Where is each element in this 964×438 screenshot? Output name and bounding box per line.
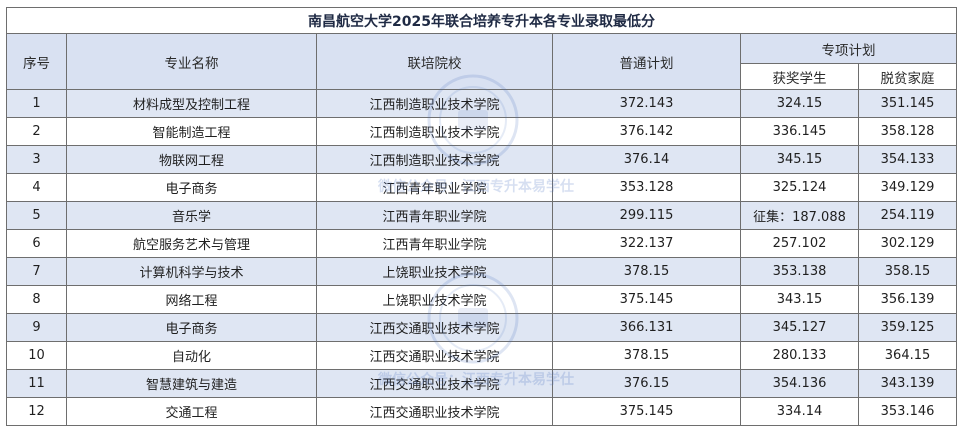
cell-poverty-score: 351.145 [857,89,958,118]
cell-regular-score: 375.145 [552,397,741,426]
cell-school: 江西交通职业技术学院 [316,397,553,426]
cell-award-score: 征集：187.088 [740,201,859,230]
cell-poverty-score: 343.139 [857,369,958,398]
cell-school: 江西制造职业技术学院 [316,145,553,174]
cell-poverty-score: 354.133 [857,145,958,174]
cell-major: 自动化 [66,341,317,370]
cell-major: 音乐学 [66,201,317,230]
cell-index: 1 [6,89,67,118]
cell-major: 智慧建筑与建造 [66,369,317,398]
cell-award-score: 354.136 [740,369,859,398]
cell-index: 3 [6,145,67,174]
cell-index: 9 [6,313,67,342]
table-row: 2 智能制造工程 江西制造职业技术学院 376.142 336.145 358.128 [6,117,958,146]
cell-regular-score: 372.143 [552,89,741,118]
cell-award-score: 343.15 [740,285,859,314]
cell-major: 航空服务艺术与管理 [66,229,317,258]
cell-regular-score: 375.145 [552,285,741,314]
header-award-students: 获奖学生 [740,63,859,90]
cell-index: 4 [6,173,67,202]
table-row: 7 计算机科学与技术 上饶职业技术学院 378.15 353.138 358.15 [6,257,958,286]
cell-school: 江西青年职业学院 [316,229,553,258]
cell-school: 江西青年职业学院 [316,173,553,202]
cell-poverty-score: 353.146 [857,397,958,426]
table-row: 9 电子商务 江西交通职业技术学院 366.131 345.127 359.125 [6,313,958,342]
header-major: 专业名称 [66,33,317,90]
admission-score-table: 南昌航空大学2025年联合培养专升本各专业录取最低分 序号 专业名称 联培院校 … [5,7,958,426]
cell-poverty-score: 364.15 [857,341,958,370]
cell-regular-score: 299.115 [552,201,741,230]
table-row: 10 自动化 江西交通职业技术学院 378.15 280.133 364.15 [6,341,958,370]
header-poverty-families: 脱贫家庭 [857,63,958,90]
table-row: 12 交通工程 江西交通职业技术学院 375.145 334.14 353.146 [6,397,958,426]
cell-major: 计算机科学与技术 [66,257,317,286]
table-row: 6 航空服务艺术与管理 江西青年职业学院 322.137 257.102 302.129 [6,229,958,258]
cell-award-score: 353.138 [740,257,859,286]
cell-regular-score: 378.15 [552,341,741,370]
cell-index: 5 [6,201,67,230]
table-row: 11 智慧建筑与建造 江西交通职业技术学院 376.15 354.136 343.139 [6,369,958,398]
header-index: 序号 [6,33,67,90]
table-row: 8 网络工程 上饶职业技术学院 375.145 343.15 356.139 [6,285,958,314]
cell-school: 江西交通职业技术学院 [316,341,553,370]
cell-poverty-score: 254.119 [857,201,958,230]
cell-school: 江西制造职业技术学院 [316,117,553,146]
cell-school: 江西交通职业技术学院 [316,313,553,342]
cell-poverty-score: 358.128 [857,117,958,146]
cell-poverty-score: 302.129 [857,229,958,258]
cell-index: 12 [6,397,67,426]
cell-major: 电子商务 [66,173,317,202]
cell-poverty-score: 359.125 [857,313,958,342]
table-row: 4 电子商务 江西青年职业学院 353.128 325.124 349.129 [6,173,958,202]
cell-award-score: 336.145 [740,117,859,146]
cell-index: 7 [6,257,67,286]
cell-index: 2 [6,117,67,146]
table-title: 南昌航空大学2025年联合培养专升本各专业录取最低分 [5,7,958,34]
cell-major: 材料成型及控制工程 [66,89,317,118]
cell-index: 10 [6,341,67,370]
cell-regular-score: 376.14 [552,145,741,174]
cell-major: 物联网工程 [66,145,317,174]
cell-school: 上饶职业技术学院 [316,285,553,314]
cell-major: 电子商务 [66,313,317,342]
cell-regular-score: 366.131 [552,313,741,342]
cell-poverty-score: 349.129 [857,173,958,202]
cell-award-score: 325.124 [740,173,859,202]
cell-poverty-score: 358.15 [857,257,958,286]
cell-award-score: 280.133 [740,341,859,370]
cell-school: 江西制造职业技术学院 [316,89,553,118]
cell-school: 江西青年职业学院 [316,201,553,230]
table-row: 1 材料成型及控制工程 江西制造职业技术学院 372.143 324.15 351.145 [6,89,958,118]
cell-award-score: 345.127 [740,313,859,342]
cell-regular-score: 378.15 [552,257,741,286]
header-row-top: 序号 专业名称 联培院校 普通计划 专项计划 [6,33,958,90]
table-row: 3 物联网工程 江西制造职业技术学院 376.14 345.15 354.133 [6,145,958,174]
cell-major: 网络工程 [66,285,317,314]
cell-award-score: 345.15 [740,145,859,174]
cell-major: 智能制造工程 [66,117,317,146]
cell-regular-score: 353.128 [552,173,741,202]
header-school: 联培院校 [316,33,553,90]
cell-index: 8 [6,285,67,314]
cell-major: 交通工程 [66,397,317,426]
cell-award-score: 334.14 [740,397,859,426]
header-special-plan: 专项计划 [739,33,958,64]
cell-award-score: 257.102 [740,229,859,258]
cell-regular-score: 376.15 [552,369,741,398]
table-row: 5 音乐学 江西青年职业学院 299.115 征集：187.088 254.119 [6,201,958,230]
title-row: 南昌航空大学2025年联合培养专升本各专业录取最低分 [5,7,958,34]
cell-regular-score: 322.137 [552,229,741,258]
cell-award-score: 324.15 [740,89,859,118]
cell-poverty-score: 356.139 [857,285,958,314]
cell-school: 江西交通职业技术学院 [316,369,553,398]
cell-school: 上饶职业技术学院 [316,257,553,286]
cell-index: 11 [6,369,67,398]
cell-index: 6 [6,229,67,258]
cell-regular-score: 376.142 [552,117,741,146]
header-regular-plan: 普通计划 [552,33,741,90]
header-row-bottom: 获奖学生 脱贫家庭 [7,63,958,90]
